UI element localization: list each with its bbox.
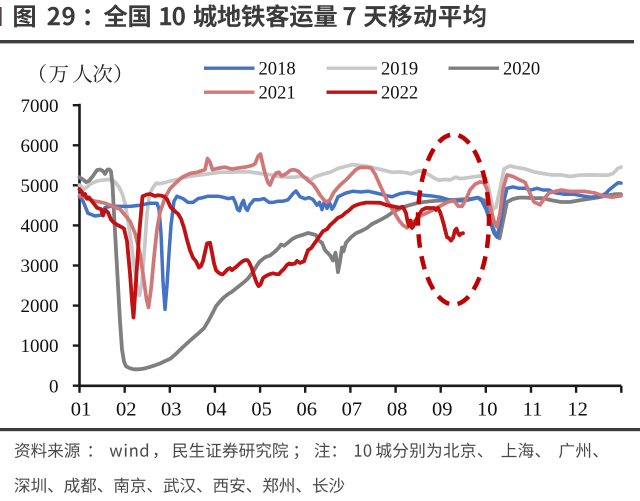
svg-text:2022: 2022 [381,82,418,103]
svg-text:06: 06 [296,399,317,421]
svg-text:02: 02 [116,399,137,421]
svg-text:4000: 4000 [21,216,59,237]
svg-text:12: 12 [567,399,588,421]
svg-text:2018: 2018 [259,58,296,79]
svg-text:08: 08 [387,399,408,421]
svg-text:05: 05 [251,399,272,421]
svg-text:2019: 2019 [381,58,418,79]
svg-text:01: 01 [71,399,92,421]
svg-text:04: 04 [206,399,227,421]
svg-text:1000: 1000 [21,336,59,357]
svg-text:2020: 2020 [503,58,540,79]
svg-text:2000: 2000 [21,296,59,317]
svg-text:09: 09 [432,399,453,421]
svg-text:0: 0 [49,376,59,397]
svg-text:3000: 3000 [21,256,59,277]
svg-text:7000: 7000 [21,96,59,117]
svg-text:6000: 6000 [21,136,59,157]
svg-text:03: 03 [161,399,182,421]
svg-text:5000: 5000 [21,176,59,197]
svg-text:10: 10 [477,399,498,421]
svg-text:2021: 2021 [259,82,296,103]
svg-text:11: 11 [523,399,543,421]
svg-text:07: 07 [342,399,363,421]
